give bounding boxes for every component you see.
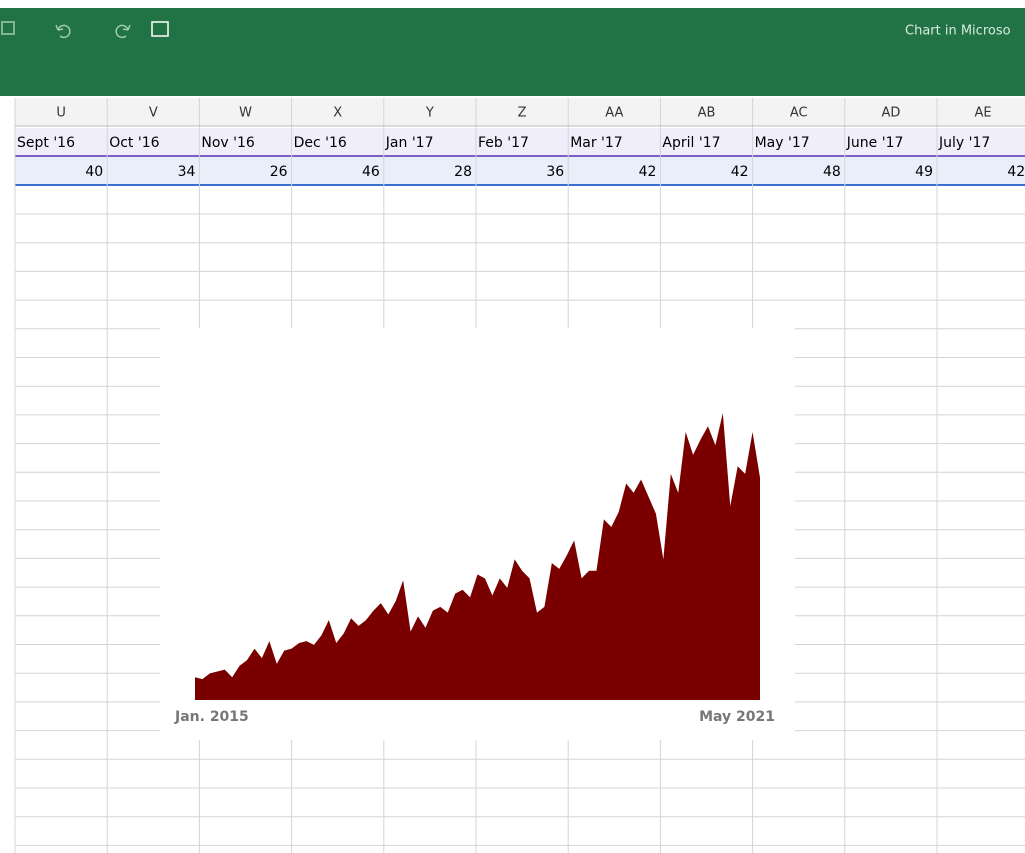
month-cell: April '17 xyxy=(662,135,720,151)
value-cell: 26 xyxy=(270,164,288,180)
ribbon xyxy=(0,8,1025,96)
value-cell: 48 xyxy=(823,164,841,180)
column-header: X xyxy=(333,106,342,121)
value-cell: 40 xyxy=(85,164,103,180)
month-cell: July '17 xyxy=(938,135,990,151)
redo-icon[interactable] xyxy=(115,24,131,39)
column-header: AD xyxy=(881,106,900,121)
cells: U Sept '16 40 V Oct '16 34 W Nov '16 26 X Dec '16 4… xyxy=(17,106,1025,181)
row-values xyxy=(15,157,1025,185)
window-title: Chart in Microso xyxy=(905,24,1011,39)
month-cell: Sept '16 xyxy=(17,135,75,151)
row-months xyxy=(15,128,1025,156)
column-header: V xyxy=(149,106,158,121)
column-header: AB xyxy=(698,106,716,121)
month-cell: Mar '17 xyxy=(570,135,623,151)
value-cell: 42 xyxy=(1007,164,1025,180)
column-header: W xyxy=(239,106,252,121)
undo-icon[interactable] xyxy=(55,24,71,39)
value-cell: 49 xyxy=(915,164,933,180)
month-cell: Dec '16 xyxy=(294,135,347,151)
month-cell: May '17 xyxy=(755,135,810,151)
column-header: Y xyxy=(425,106,434,121)
value-cell: 34 xyxy=(178,164,196,180)
value-cell: 36 xyxy=(546,164,564,180)
value-cell: 28 xyxy=(454,164,472,180)
month-cell: Feb '17 xyxy=(478,135,529,151)
area xyxy=(195,413,760,700)
month-cell: Oct '16 xyxy=(109,135,159,151)
column-header: AE xyxy=(975,106,992,121)
column-header-bar xyxy=(15,98,1025,126)
x-tick-label: May 2021 xyxy=(699,709,775,725)
column-header: AA xyxy=(605,106,623,121)
save-icon[interactable] xyxy=(1,21,15,35)
value-cell: 42 xyxy=(731,164,749,180)
x-tick-label: Jan. 2015 xyxy=(174,709,249,725)
column-header: AC xyxy=(790,106,808,121)
chart: Jan. 2015 May 2021 xyxy=(174,413,775,725)
value-cell: 46 xyxy=(362,164,380,180)
month-cell: June '17 xyxy=(846,135,904,151)
month-cell: Nov '16 xyxy=(201,135,255,151)
value-cell: 42 xyxy=(639,164,657,180)
column-header: Z xyxy=(518,106,527,121)
column-header: U xyxy=(56,106,66,121)
table-icon[interactable] xyxy=(151,21,169,37)
month-cell: Jan '17 xyxy=(385,135,434,151)
